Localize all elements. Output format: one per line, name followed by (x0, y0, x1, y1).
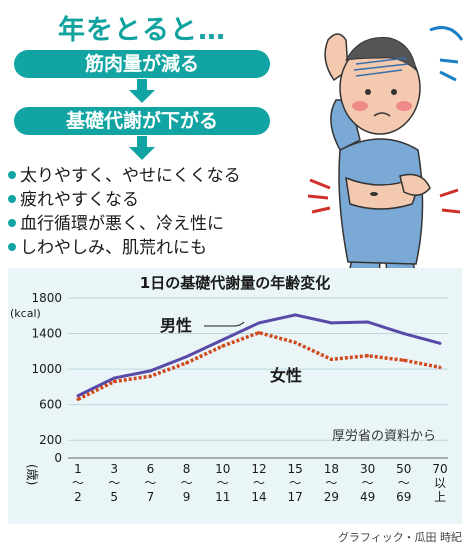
x-axis-label: (歳) (25, 464, 39, 485)
data-source-note: 厚労省の資料から (332, 429, 436, 444)
x-tick-label: 1 〜 2 (72, 462, 84, 504)
data-point (112, 376, 116, 380)
effects-list: 太りやすく、やせにくくなる 疲れやすくなる 血行循環が悪く、冷え性に しわやしみ… (8, 164, 241, 260)
down-arrow-icon (129, 79, 155, 103)
data-point (402, 332, 406, 336)
series-line-male (77, 313, 441, 398)
bullet-dot-icon (8, 243, 16, 251)
step-metabolism-drop: 基礎代謝が下がる (14, 107, 270, 135)
chart-title: 1日の基礎代謝量の年齢変化 (140, 274, 330, 292)
data-point (257, 331, 261, 335)
tired-man-illustration (307, 26, 464, 290)
data-point (112, 380, 116, 384)
bullet-dot-icon (8, 195, 16, 203)
chart-panel: 1日の基礎代謝量の年齢変化 (kcal) 0 200 600 1000 1400 1800 男性… (8, 268, 462, 524)
x-tick-label: 50 〜 69 (396, 462, 411, 504)
graphic-credit: グラフィック・瓜田 時紀 (337, 531, 462, 544)
data-point (366, 320, 370, 324)
metabolism-chart: 1日の基礎代謝量の年齢変化 (kcal) 0 200 600 1000 1400 1800 男性… (10, 274, 448, 504)
effect-text: 血行循環が悪く、冷え性に (20, 214, 224, 234)
x-tick-label: 70 以上 (432, 462, 447, 504)
data-point (329, 321, 333, 325)
data-point (221, 338, 225, 342)
data-point (293, 313, 297, 317)
y-tick-label: 1400 (31, 327, 62, 341)
page-title: 年をとると… (58, 15, 226, 46)
y-tick-label: 200 (39, 433, 62, 447)
effect-text: しわやしみ、肌荒れにも (20, 238, 207, 258)
series-label-male: 男性 (160, 316, 192, 335)
bullet-dot-icon (8, 219, 16, 227)
data-point (402, 358, 406, 362)
data-point (329, 357, 333, 361)
x-tick-label: 12 〜 14 (251, 462, 266, 504)
x-tick-label: 10 〜 11 (215, 462, 230, 504)
y-tick-label: 600 (39, 398, 62, 412)
data-point (438, 365, 442, 369)
series-line-female (77, 330, 441, 401)
y-axis-label: (kcal) (10, 307, 41, 320)
list-item: 太りやすく、やせにくくなる (8, 164, 241, 188)
x-tick-label: 15 〜 17 (288, 462, 303, 504)
effect-text: 疲れやすくなる (20, 190, 139, 210)
data-point (148, 374, 152, 378)
data-point (185, 361, 189, 365)
data-point (185, 355, 189, 359)
x-tick-label: 30 〜 49 (360, 462, 375, 504)
list-item: 疲れやすくなる (8, 188, 241, 212)
data-point (76, 397, 80, 401)
y-tick-label: 1800 (31, 291, 62, 305)
data-point (257, 321, 261, 325)
data-point (148, 369, 152, 373)
y-tick-label: 0 (54, 451, 62, 465)
data-point (438, 341, 442, 345)
list-item: 血行循環が悪く、冷え性に (8, 212, 241, 236)
x-tick-label: 18 〜 29 (324, 462, 339, 504)
series-label-female: 女性 (270, 366, 302, 385)
x-tick-label: 3 〜 5 (108, 462, 120, 504)
effect-text: 太りやすく、やせにくくなる (20, 166, 241, 186)
step-muscle-loss: 筋肉量が減る (14, 50, 270, 78)
male-label-leader (204, 321, 245, 327)
x-tick-label: 8 〜 9 (181, 462, 193, 504)
list-item: しわやしみ、肌荒れにも (8, 236, 241, 260)
data-point (366, 354, 370, 358)
data-point (221, 344, 225, 348)
down-arrow-icon (129, 136, 155, 160)
x-tick-label: 6 〜 7 (144, 462, 156, 504)
data-point (76, 394, 80, 398)
data-point (293, 340, 297, 344)
y-tick-label: 1000 (31, 362, 62, 376)
bullet-dot-icon (8, 171, 16, 179)
